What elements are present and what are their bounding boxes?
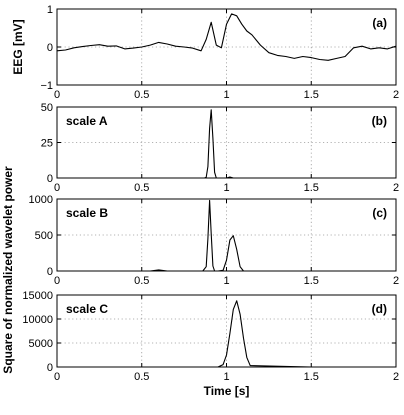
y-tick-label: 10000 bbox=[22, 314, 53, 326]
data-series-line bbox=[56, 13, 397, 61]
x-tick-label: 0 bbox=[54, 89, 60, 101]
scale-label: scale B bbox=[66, 206, 108, 220]
x-tick-label: 1 bbox=[223, 275, 229, 287]
x-tick-label: 0 bbox=[54, 182, 60, 194]
scale-label: scale A bbox=[66, 114, 108, 128]
y-tick-label: 0 bbox=[47, 266, 53, 278]
x-tick-label: 1 bbox=[223, 371, 229, 383]
y-tick-label: 1 bbox=[47, 4, 53, 16]
data-series-line bbox=[57, 109, 396, 179]
y-tick-label: 0 bbox=[47, 173, 53, 185]
plot-frame bbox=[56, 106, 397, 179]
x-tick-label: 0.5 bbox=[134, 371, 149, 383]
shared-y-axis-label: Square of normalized wavelet power bbox=[1, 166, 15, 374]
y-axis-label: EEG [mV] bbox=[11, 19, 25, 74]
x-tick-label: 0 bbox=[54, 371, 60, 383]
y-tick-label: 15000 bbox=[22, 290, 53, 302]
panel-label: (c) bbox=[372, 206, 387, 220]
chart-panel: 0 0.5 1 1.5 2 0 5000 10000 15000 (d) scale C Time [… bbox=[22, 290, 399, 398]
x-tick-label: 1.5 bbox=[304, 275, 319, 287]
panel-label: (b) bbox=[372, 114, 387, 128]
panel-label: (d) bbox=[372, 302, 387, 316]
panel-label: (a) bbox=[372, 16, 387, 30]
y-tick-label: 25 bbox=[41, 138, 53, 150]
scale-label: scale C bbox=[66, 302, 108, 316]
x-tick-label: 1.5 bbox=[304, 182, 319, 194]
x-tick-label: 1 bbox=[223, 89, 229, 101]
y-tick-label: 5000 bbox=[29, 338, 53, 350]
x-tick-label: 0.5 bbox=[134, 89, 149, 101]
chart-panel: 0 0.5 1 1.5 2 0 500 1000 (c) scale B bbox=[29, 194, 400, 287]
x-tick-label: 2 bbox=[393, 89, 399, 101]
y-tick-label: 0 bbox=[47, 42, 53, 54]
x-axis-label: Time [s] bbox=[204, 384, 250, 398]
x-tick-label: 1.5 bbox=[304, 371, 319, 383]
x-tick-label: 1 bbox=[223, 182, 229, 194]
y-tick-label: 50 bbox=[41, 102, 53, 114]
y-tick-label: 1000 bbox=[29, 194, 53, 206]
y-tick-label: 0 bbox=[47, 362, 53, 374]
x-tick-label: 2 bbox=[393, 182, 399, 194]
chart-panel: 0 0.5 1 1.5 2 0 25 50 (b) scale A bbox=[41, 102, 399, 194]
x-tick-label: 2 bbox=[393, 371, 399, 383]
y-tick-label: −1 bbox=[40, 80, 53, 92]
x-tick-label: 0 bbox=[54, 275, 60, 287]
x-tick-label: 2 bbox=[393, 275, 399, 287]
y-tick-label: 500 bbox=[35, 230, 53, 242]
x-tick-label: 1.5 bbox=[304, 89, 319, 101]
x-tick-label: 0.5 bbox=[134, 275, 149, 287]
chart-panel: 0 0.5 1 1.5 2−101(a)EEG [mV] bbox=[11, 4, 399, 101]
x-tick-label: 0.5 bbox=[134, 182, 149, 194]
